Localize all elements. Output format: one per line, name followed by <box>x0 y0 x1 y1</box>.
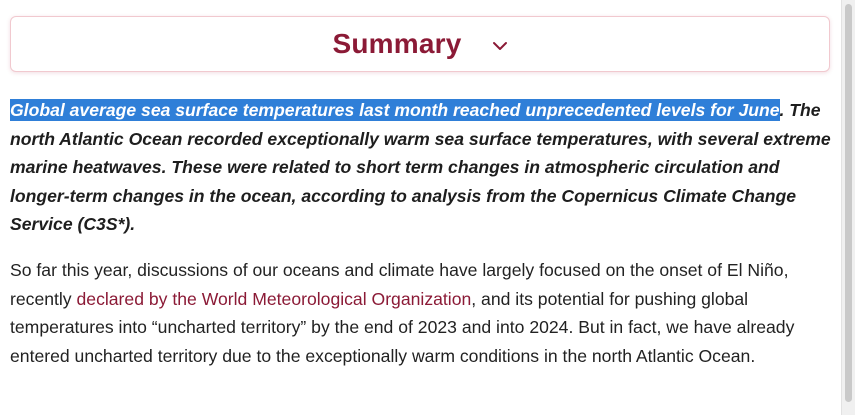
body-text-start: So far this year, discussions of our oce… <box>10 260 789 309</box>
chevron-down-icon[interactable] <box>492 40 508 52</box>
summary-title: Summary <box>332 28 462 59</box>
body-paragraph: So far this year, discussions of our oce… <box>10 256 832 370</box>
summary-toggle[interactable]: Summary <box>10 16 830 72</box>
wmo-declaration-link[interactable]: declared by the World Meteorological Org… <box>76 288 472 309</box>
lead-paragraph: Global average sea surface temperatures … <box>10 96 832 239</box>
lead-text: . The north Atlantic Ocean recorded exce… <box>10 100 831 234</box>
body-text-end: , and its potential for pushing global t… <box>10 288 795 366</box>
selected-text: Global average sea surface temperatures … <box>10 99 780 121</box>
vertical-scrollbar[interactable] <box>841 0 855 415</box>
scrollbar-thumb[interactable] <box>845 4 852 402</box>
